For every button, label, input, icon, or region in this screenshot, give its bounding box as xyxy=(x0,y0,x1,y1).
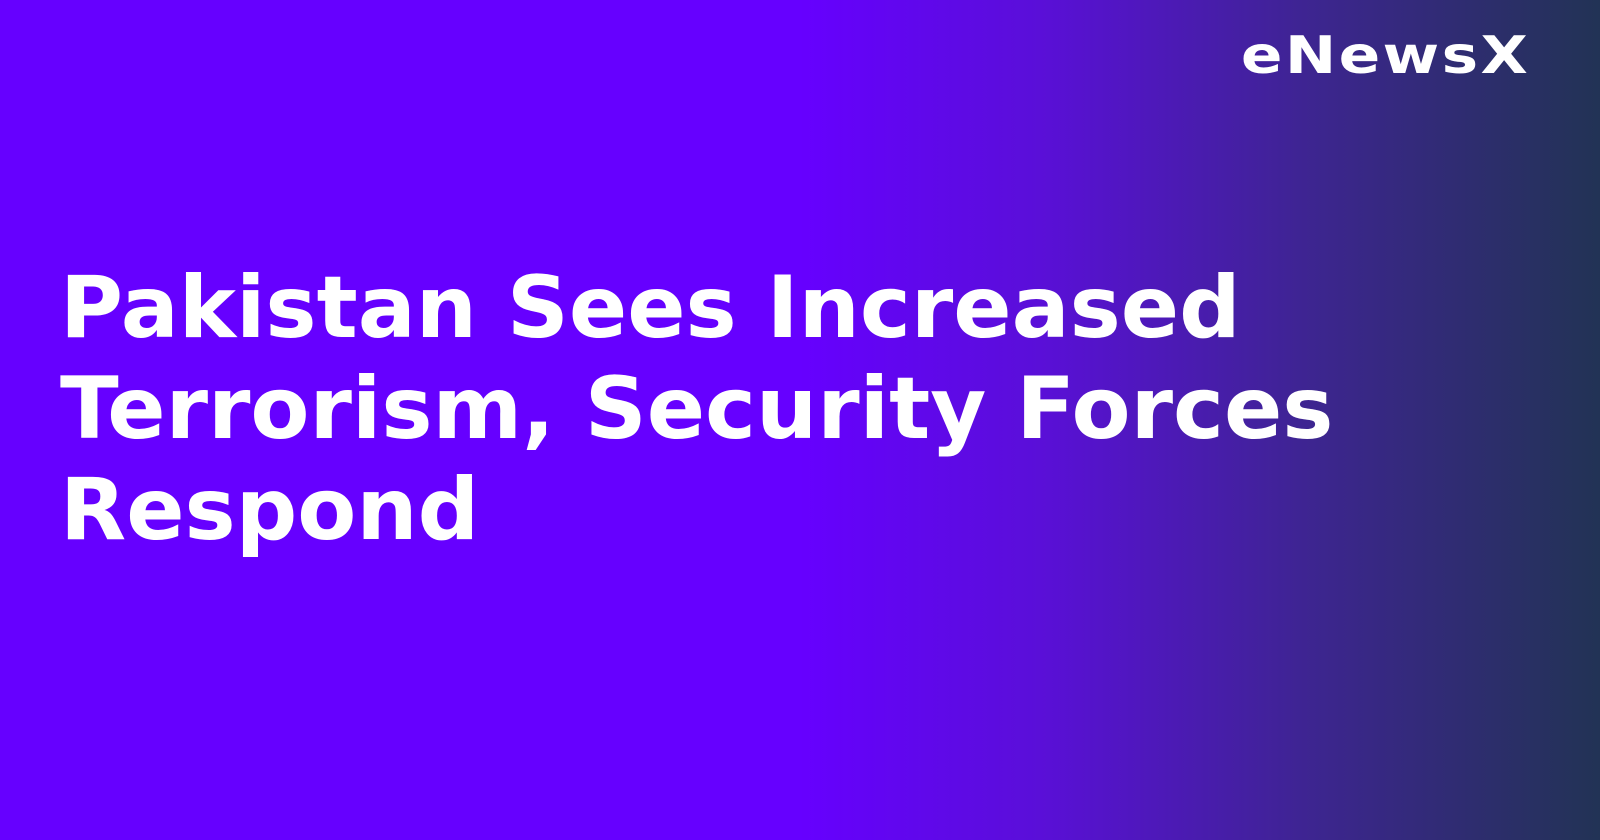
enewsx-logo: eNewsX xyxy=(1240,26,1530,86)
article-title: Pakistan Sees Increased Terrorism, Secur… xyxy=(60,258,1334,560)
